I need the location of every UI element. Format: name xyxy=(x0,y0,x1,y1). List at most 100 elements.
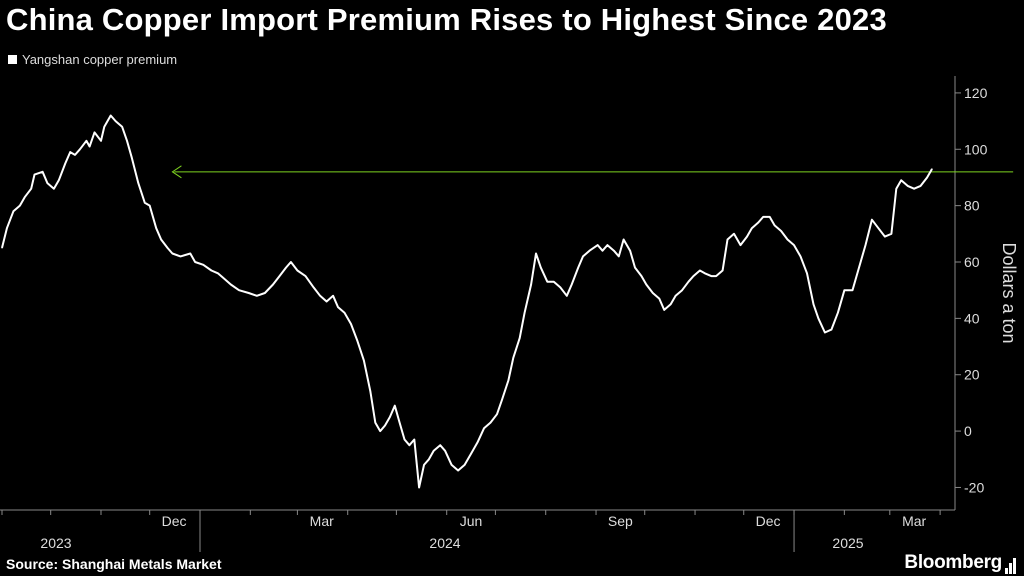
data-point xyxy=(444,450,446,452)
data-point xyxy=(884,236,886,238)
data-point xyxy=(363,360,365,362)
data-point xyxy=(79,148,81,150)
data-point xyxy=(210,269,212,272)
data-point xyxy=(890,233,893,235)
data-point xyxy=(652,292,654,294)
data-point xyxy=(559,286,561,288)
data-point xyxy=(571,283,573,286)
data-point xyxy=(606,244,609,246)
data-point xyxy=(476,441,479,443)
data-point xyxy=(248,292,250,294)
data-point xyxy=(597,244,599,246)
y-tick-label: 120 xyxy=(964,85,988,101)
data-point xyxy=(19,205,21,207)
data-point xyxy=(618,255,620,257)
data-point xyxy=(524,312,526,314)
data-point xyxy=(907,185,909,187)
x-year-label: 2023 xyxy=(40,535,71,551)
data-point xyxy=(733,233,735,235)
data-point xyxy=(24,196,26,198)
data-point xyxy=(496,413,498,415)
data-point xyxy=(837,312,839,314)
data-point xyxy=(389,416,391,418)
bloomberg-logo: Bloomberg xyxy=(904,552,1016,574)
data-point xyxy=(681,289,683,291)
data-point xyxy=(149,205,151,207)
data-point xyxy=(126,140,128,142)
data-point xyxy=(30,188,32,190)
series-layer xyxy=(1,114,933,489)
source-note: Source: Shanghai Metals Market xyxy=(6,556,222,572)
data-point xyxy=(762,216,764,218)
data-point xyxy=(379,430,381,432)
x-axis: Dec Mar Jun Sep Dec Mar 2023 2024 2025 xyxy=(0,509,955,552)
data-point xyxy=(858,267,860,269)
data-point xyxy=(464,464,466,466)
data-point xyxy=(489,422,492,424)
y-tick-label: 20 xyxy=(964,367,980,383)
data-point xyxy=(319,295,321,297)
data-point xyxy=(926,176,928,179)
x-tick-label: Dec xyxy=(162,513,187,529)
annotation-arrowhead xyxy=(171,165,182,179)
data-point xyxy=(806,272,808,274)
data-point xyxy=(121,126,123,128)
data-point xyxy=(588,250,591,252)
data-point xyxy=(160,238,162,241)
data-point xyxy=(256,295,258,297)
data-point xyxy=(428,458,430,460)
data-point xyxy=(746,236,748,238)
data-point xyxy=(640,275,643,277)
data-point xyxy=(89,145,91,148)
x-year-label: 2025 xyxy=(832,535,863,551)
data-point xyxy=(93,131,96,133)
data-point xyxy=(501,399,503,401)
data-point xyxy=(699,269,701,272)
data-point xyxy=(179,255,182,257)
data-point xyxy=(613,250,615,252)
data-point xyxy=(512,357,514,359)
data-point xyxy=(230,283,232,286)
data-point xyxy=(6,227,8,229)
data-point xyxy=(645,283,647,286)
data-point xyxy=(530,283,532,286)
data-point xyxy=(74,154,76,156)
data-point xyxy=(100,140,102,142)
data-point xyxy=(423,464,425,466)
y-tick-label: 60 xyxy=(964,254,980,270)
data-point xyxy=(264,292,266,294)
brand-name: Bloomberg xyxy=(904,552,1002,573)
data-point xyxy=(85,140,87,142)
data-point xyxy=(566,295,568,297)
data-point xyxy=(403,438,406,441)
x-year-label: 2024 xyxy=(429,535,460,551)
data-point xyxy=(439,444,441,446)
data-point xyxy=(722,269,724,272)
data-point xyxy=(343,312,346,314)
data-point xyxy=(757,221,759,224)
data-point xyxy=(1,247,3,249)
data-point xyxy=(900,179,902,181)
data-point xyxy=(137,182,139,184)
data-point xyxy=(171,252,173,255)
data-point xyxy=(895,188,897,190)
data-point xyxy=(843,289,846,291)
x-tick-label: Mar xyxy=(310,513,334,529)
data-point xyxy=(64,162,66,164)
annotation-arrow xyxy=(171,165,1014,179)
data-point xyxy=(457,469,459,472)
data-point xyxy=(658,298,660,300)
data-point xyxy=(507,379,509,381)
data-point xyxy=(704,272,706,274)
y-axis-label: Dollars a ton xyxy=(999,242,1019,343)
y-tick-label: 80 xyxy=(964,198,980,214)
data-point xyxy=(629,250,631,252)
x-tick-label: Dec xyxy=(756,513,781,529)
data-point xyxy=(864,244,867,246)
data-point xyxy=(675,295,677,297)
y-tick-label: 40 xyxy=(964,310,980,326)
data-point xyxy=(238,289,240,291)
data-point xyxy=(115,120,117,122)
data-point xyxy=(799,255,802,257)
